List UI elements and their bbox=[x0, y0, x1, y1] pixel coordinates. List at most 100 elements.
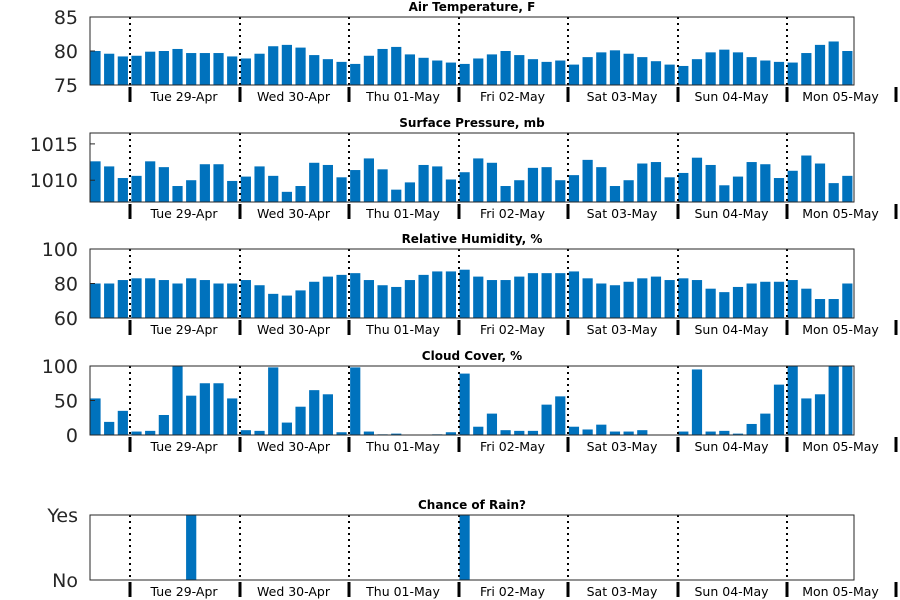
x-day-tick bbox=[676, 204, 680, 219]
bar bbox=[705, 164, 716, 202]
bar bbox=[705, 52, 716, 85]
bar bbox=[336, 177, 347, 202]
bar bbox=[377, 48, 388, 85]
bar bbox=[199, 383, 210, 435]
bar bbox=[814, 394, 826, 435]
bar bbox=[363, 158, 374, 202]
bar bbox=[281, 295, 292, 318]
bar bbox=[514, 430, 525, 435]
bar bbox=[678, 431, 689, 435]
bar bbox=[432, 166, 443, 202]
bar bbox=[404, 280, 416, 318]
bar bbox=[90, 51, 101, 85]
bar bbox=[732, 286, 744, 318]
bar bbox=[760, 60, 771, 85]
bar bbox=[568, 426, 580, 435]
bar bbox=[746, 283, 757, 318]
bar bbox=[117, 410, 128, 435]
bar bbox=[473, 276, 484, 318]
bar bbox=[432, 60, 443, 85]
bar bbox=[459, 63, 470, 85]
bar bbox=[609, 431, 621, 435]
bar bbox=[186, 395, 197, 435]
x-day-tick bbox=[457, 204, 461, 219]
bar bbox=[90, 283, 101, 318]
bar bbox=[459, 269, 470, 318]
x-tick-label: Sun 04-May bbox=[694, 439, 769, 454]
bar bbox=[350, 170, 361, 202]
bar bbox=[418, 57, 429, 85]
x-tick-label: Tue 29-Apr bbox=[149, 89, 218, 104]
bar bbox=[527, 273, 539, 318]
bar bbox=[295, 290, 306, 318]
bar bbox=[541, 273, 552, 318]
bar bbox=[746, 162, 757, 202]
bar bbox=[309, 55, 320, 85]
panel-3: Relative Humidity, % 60 80 100 Tue 29-Apr Wed… bbox=[42, 232, 898, 337]
x-tick-label: Sat 03-May bbox=[587, 439, 658, 454]
bar bbox=[322, 59, 333, 85]
x-day-tick bbox=[785, 437, 789, 452]
bar bbox=[281, 191, 292, 202]
bar bbox=[650, 276, 662, 318]
x-day-tick bbox=[894, 320, 898, 335]
bar bbox=[227, 398, 238, 435]
bar bbox=[527, 167, 539, 202]
bar bbox=[773, 61, 785, 85]
y-tick-label: 1015 bbox=[30, 134, 78, 156]
bar bbox=[350, 367, 361, 435]
bar bbox=[623, 53, 634, 85]
x-day-tick bbox=[785, 87, 789, 102]
bar bbox=[596, 52, 607, 85]
panel-2: Surface Pressure, mb 1010 1015 Tue 29-Apr We… bbox=[30, 116, 898, 221]
x-day-tick bbox=[894, 582, 898, 597]
y-tick-label: 100 bbox=[42, 356, 78, 378]
x-tick-label: Sun 04-May bbox=[694, 584, 769, 599]
bar bbox=[295, 406, 306, 435]
x-day-tick bbox=[238, 320, 242, 335]
bar bbox=[104, 421, 115, 435]
bar bbox=[787, 170, 798, 202]
bar bbox=[145, 430, 156, 435]
bar bbox=[322, 394, 333, 435]
bar bbox=[773, 281, 785, 318]
panel-4: Cloud Cover, % 0 50 100 Tue 29-Apr Wed 30-Apr… bbox=[42, 349, 898, 454]
x-day-tick bbox=[128, 87, 132, 102]
bar bbox=[350, 273, 361, 318]
bar bbox=[213, 164, 224, 202]
bar bbox=[719, 430, 730, 435]
bar bbox=[309, 281, 320, 318]
bar bbox=[309, 162, 320, 202]
x-day-tick bbox=[566, 437, 570, 452]
bar bbox=[691, 280, 703, 318]
bar bbox=[555, 273, 566, 318]
bar bbox=[568, 64, 580, 85]
bar bbox=[404, 182, 416, 202]
bar bbox=[158, 280, 169, 318]
bar bbox=[186, 53, 197, 85]
bar bbox=[582, 57, 593, 85]
bar bbox=[650, 162, 662, 202]
x-day-tick bbox=[566, 204, 570, 219]
bar bbox=[363, 431, 374, 435]
bar bbox=[418, 164, 429, 202]
bar bbox=[131, 55, 142, 85]
bar bbox=[268, 175, 279, 202]
bar bbox=[842, 175, 853, 202]
x-tick-label: Fri 02-May bbox=[480, 89, 546, 104]
y-tick-label: 75 bbox=[54, 75, 78, 97]
bar bbox=[842, 51, 853, 85]
x-tick-label: Wed 30-Apr bbox=[257, 89, 331, 104]
bar bbox=[623, 180, 634, 202]
bar bbox=[637, 278, 648, 318]
bar bbox=[254, 166, 265, 202]
bar bbox=[596, 424, 607, 435]
bar bbox=[691, 369, 703, 435]
axes-box bbox=[89, 132, 855, 203]
bar bbox=[104, 283, 115, 318]
x-day-tick bbox=[457, 582, 461, 597]
bar bbox=[363, 280, 374, 318]
bar bbox=[486, 280, 498, 318]
bar bbox=[254, 285, 265, 318]
x-tick-label: Mon 05-May bbox=[802, 322, 879, 337]
